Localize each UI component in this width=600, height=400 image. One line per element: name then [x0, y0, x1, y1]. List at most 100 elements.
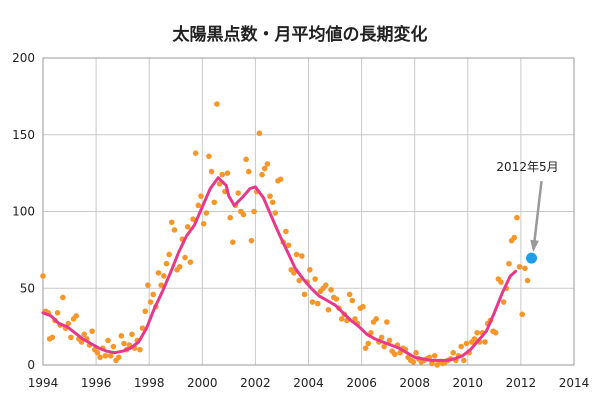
smoothed-line: [41, 176, 518, 362]
monthly-point: [142, 308, 149, 315]
monthly-point: [145, 282, 151, 288]
monthly-point: [121, 340, 127, 347]
monthly-point: [105, 337, 111, 344]
monthly-point: [102, 352, 109, 359]
monthly-point: [373, 316, 380, 322]
monthly-point: [293, 251, 300, 258]
monthly-point: [163, 260, 170, 267]
monthly-point: [506, 260, 512, 267]
x-tick-label: 1998: [134, 376, 165, 390]
monthly-point: [40, 273, 46, 279]
x-tick-label: 2010: [453, 376, 484, 390]
y-tick-label: 150: [12, 128, 35, 142]
highlight-point: [526, 252, 538, 264]
monthly-points: [40, 101, 531, 368]
x-tick-label: 1994: [28, 376, 59, 390]
monthly-point: [328, 286, 334, 293]
monthly-point: [429, 360, 435, 367]
monthly-point: [206, 153, 212, 160]
monthly-point: [195, 202, 202, 209]
y-tick-label: 200: [12, 51, 35, 65]
monthly-point: [458, 343, 464, 350]
monthly-point: [516, 263, 523, 270]
plot-frame: [42, 57, 575, 366]
monthly-point: [110, 343, 117, 350]
monthly-point: [431, 352, 438, 359]
annotation-label: 2012年5月: [496, 160, 558, 174]
monthly-point: [65, 320, 72, 327]
monthly-point: [235, 190, 241, 196]
monthly-point: [264, 161, 271, 167]
monthly-point: [54, 310, 61, 316]
monthly-point: [261, 165, 268, 172]
monthly-point: [391, 351, 398, 358]
annotation-arrow: [532, 181, 543, 250]
monthly-point: [198, 193, 204, 199]
monthly-point: [522, 265, 528, 272]
monthly-point: [365, 340, 372, 347]
monthly-point: [158, 282, 164, 288]
monthly-point: [492, 329, 499, 336]
monthly-point: [107, 352, 114, 359]
monthly-point: [171, 227, 178, 233]
y-tick-label: 0: [27, 358, 35, 372]
y-tick-label: 50: [20, 281, 35, 295]
monthly-point: [307, 267, 313, 273]
monthly-point: [89, 328, 95, 335]
x-tick-label: 2002: [240, 376, 271, 390]
monthly-point: [360, 303, 366, 310]
monthly-point: [269, 199, 276, 206]
monthly-point: [168, 219, 175, 226]
monthly-point: [184, 224, 191, 230]
monthly-point: [519, 311, 526, 318]
monthly-point: [94, 349, 101, 356]
monthly-point: [384, 319, 390, 325]
highlight-group: [526, 252, 538, 264]
monthly-point: [200, 220, 207, 227]
monthly-point: [259, 171, 265, 178]
x-tick-label: 2006: [346, 376, 377, 390]
y-tick-label: 100: [12, 205, 35, 219]
monthly-point: [187, 259, 194, 265]
monthly-point: [224, 170, 231, 176]
monthly-point: [211, 199, 218, 206]
x-tick-label: 2000: [187, 376, 218, 390]
monthly-point: [352, 316, 358, 322]
monthly-point: [190, 216, 196, 222]
monthly-point: [314, 300, 321, 307]
monthly-point: [192, 150, 199, 156]
monthly-point: [97, 354, 103, 361]
monthly-point: [161, 273, 167, 279]
monthly-point: [73, 313, 79, 319]
monthly-point: [283, 228, 289, 235]
monthly-point: [524, 277, 531, 284]
monthly-point: [338, 316, 345, 322]
monthly-point: [267, 193, 273, 199]
monthly-point: [514, 214, 520, 221]
monthly-point: [248, 237, 255, 244]
monthly-point: [216, 181, 223, 187]
monthly-point: [500, 299, 507, 305]
monthly-point: [463, 340, 470, 347]
monthly-point: [182, 254, 188, 261]
monthly-point: [176, 263, 183, 270]
monthly-point: [296, 277, 303, 284]
annotation-arrowhead: [530, 239, 539, 253]
monthly-point: [285, 242, 292, 249]
monthly-point: [312, 276, 318, 282]
monthly-point: [227, 214, 233, 221]
monthly-point: [498, 279, 504, 285]
monthly-point: [147, 299, 154, 305]
monthly-point: [362, 345, 369, 351]
monthly-point: [139, 325, 146, 331]
monthly-point: [129, 331, 135, 338]
monthly-point: [272, 210, 279, 216]
x-tick-label: 2008: [399, 376, 430, 390]
annotations: 2012年5月: [496, 160, 559, 253]
monthly-point: [322, 282, 329, 288]
x-tick-label: 2012: [506, 376, 537, 390]
monthly-point: [413, 349, 419, 356]
monthly-point: [386, 337, 393, 344]
monthly-point: [299, 253, 305, 259]
monthly-point: [208, 168, 215, 175]
